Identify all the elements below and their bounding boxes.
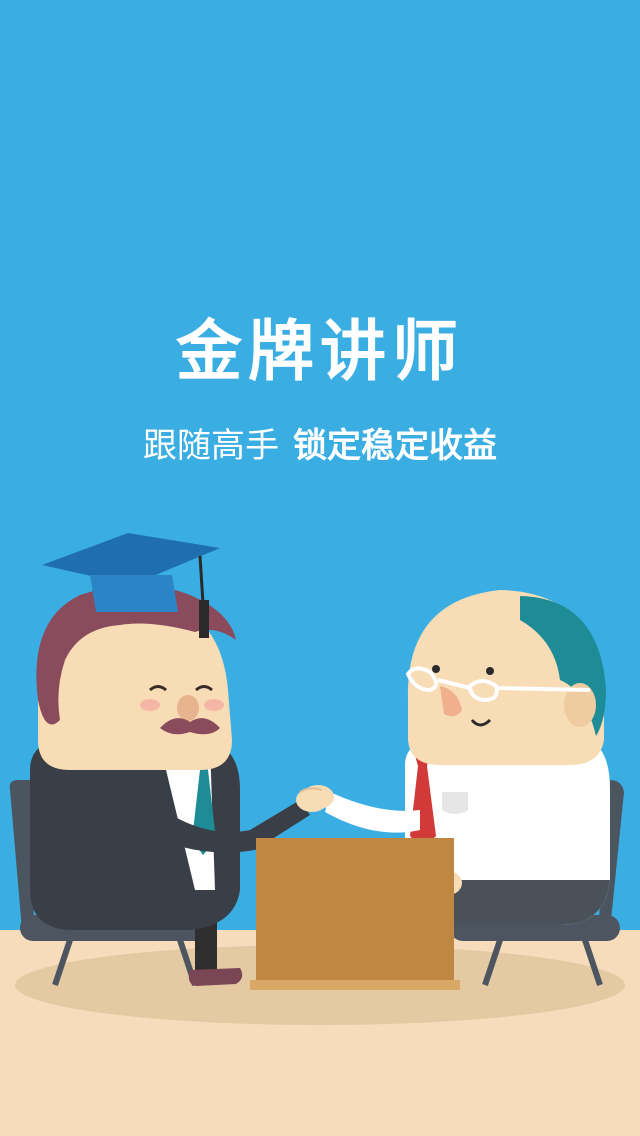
page-title: 金牌讲师 [176, 313, 464, 390]
subtitle: 跟随高手 锁定稳定收益 [0, 420, 640, 472]
desk [250, 838, 460, 990]
right-character [325, 590, 610, 925]
left-character [30, 533, 328, 986]
subtitle-follow-experts: 跟随高手 [143, 426, 279, 466]
handshake-scene-illustration [9, 533, 625, 1025]
handshake [299, 785, 334, 809]
subtitle-lock-income: 锁定稳定收益 [293, 426, 497, 466]
